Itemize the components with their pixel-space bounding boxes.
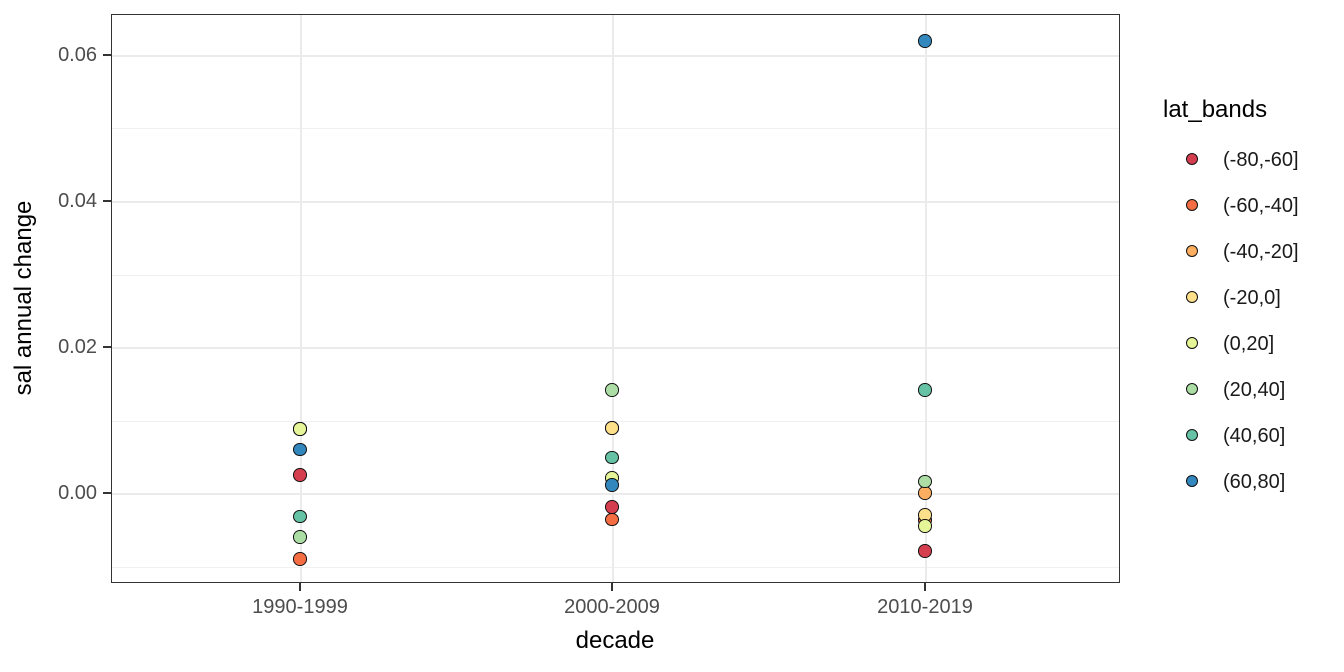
data-point-(40,60]-2010-2019 bbox=[918, 383, 932, 397]
x-tick-label: 2010-2019 bbox=[877, 596, 973, 618]
legend-label: (-20,0] bbox=[1223, 287, 1281, 309]
legend-swatch-(0,20] bbox=[1186, 337, 1198, 349]
y-tick bbox=[103, 492, 111, 495]
legend-label: (-80,-60] bbox=[1223, 149, 1299, 171]
data-point-(40,60]-1990-1999 bbox=[293, 509, 307, 524]
x-tick-label: 2000-2009 bbox=[564, 596, 660, 618]
minor-gridline bbox=[112, 420, 1119, 422]
legend-swatch-(60,80] bbox=[1186, 475, 1198, 487]
legend-swatch-(-20,0] bbox=[1186, 291, 1198, 303]
legend-label: (60,80] bbox=[1223, 471, 1286, 493]
category-gridline bbox=[612, 15, 614, 582]
y-tick-label: 0.04 bbox=[58, 189, 97, 212]
x-axis-title: decade bbox=[575, 627, 655, 654]
x-tick bbox=[924, 583, 926, 591]
legend-label: (20,40] bbox=[1223, 379, 1286, 401]
category-gridline bbox=[300, 15, 302, 582]
data-point-(-60,-40]-1990-1999 bbox=[293, 552, 307, 566]
minor-gridline bbox=[112, 566, 1119, 568]
data-point-(0,20]-2010-2019 bbox=[918, 519, 932, 533]
legend-title: lat_bands bbox=[1163, 96, 1268, 123]
data-point-(60,80]-2010-2019 bbox=[918, 34, 932, 48]
data-point-(-60,-40]-2000-2009 bbox=[605, 512, 619, 527]
y-tick bbox=[103, 199, 111, 202]
x-tick-label: 1990-1999 bbox=[252, 596, 348, 618]
y-tick-label: 0.00 bbox=[58, 482, 97, 505]
data-point-(40,60]-2000-2009 bbox=[605, 450, 619, 465]
data-point-(20,40]-2000-2009 bbox=[605, 383, 619, 397]
major-gridline bbox=[112, 347, 1119, 349]
legend-swatch-(-60,-40] bbox=[1186, 199, 1198, 211]
y-tick-label: 0.06 bbox=[58, 43, 97, 66]
legend-label: (-40,-20] bbox=[1223, 241, 1299, 263]
data-point-(-40,-20]-2010-2019 bbox=[918, 486, 932, 500]
data-point-(-80,-60]-2000-2009 bbox=[605, 500, 619, 514]
x-tick bbox=[611, 583, 613, 591]
x-tick bbox=[299, 583, 301, 591]
legend-label: (0,20] bbox=[1223, 333, 1275, 355]
y-tick bbox=[103, 346, 111, 349]
data-point-(20,40]-1990-1999 bbox=[293, 530, 307, 544]
plot-panel bbox=[111, 14, 1120, 583]
y-tick-label: 0.02 bbox=[58, 336, 97, 359]
category-gridline bbox=[925, 15, 927, 582]
y-tick bbox=[103, 53, 111, 56]
data-point-(-20,0]-2000-2009 bbox=[605, 421, 619, 435]
data-point-(20,40]-2010-2019 bbox=[918, 474, 932, 489]
data-point-(60,80]-1990-1999 bbox=[293, 442, 307, 457]
minor-gridline bbox=[112, 128, 1119, 130]
data-point-(-80,-60]-2010-2019 bbox=[918, 544, 932, 558]
major-gridline bbox=[112, 201, 1119, 203]
legend-swatch-(-40,-20] bbox=[1186, 245, 1198, 257]
legend-swatch-(40,60] bbox=[1186, 429, 1198, 441]
major-gridline bbox=[112, 55, 1119, 57]
data-point-(60,80]-2000-2009 bbox=[605, 478, 619, 492]
legend-swatch-(20,40] bbox=[1186, 383, 1198, 395]
legend-label: (-60,-40] bbox=[1223, 195, 1299, 217]
data-point-(-80,-60]-1990-1999 bbox=[293, 468, 307, 482]
data-point-(0,20]-1990-1999 bbox=[293, 422, 307, 436]
legend-swatch-(-80,-60] bbox=[1186, 153, 1198, 165]
y-axis-title: sal annual change bbox=[10, 200, 37, 396]
major-gridline bbox=[112, 493, 1119, 495]
legend-label: (40,60] bbox=[1223, 425, 1286, 447]
minor-gridline bbox=[112, 274, 1119, 276]
